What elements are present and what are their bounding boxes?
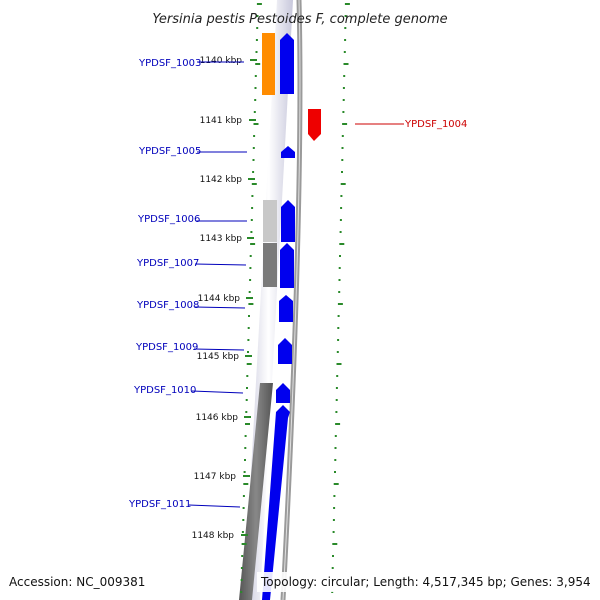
gene-arrow-ypdsf-1005	[281, 146, 295, 158]
gene-arrow-ypdsf-1007	[280, 243, 294, 288]
gene-label-ypdsf-1008[interactable]: YPDSF_1008	[136, 300, 199, 311]
leader-line	[194, 263, 247, 266]
backbone-line-highlight	[282, 0, 301, 600]
accession-text: Accession: NC_009381	[9, 575, 145, 589]
gene-arrow-ypdsf-1009	[278, 338, 292, 364]
map-title: Yersinia pestis Pestoides F, complete ge…	[152, 12, 447, 27]
gray-feature-light	[263, 200, 277, 242]
tick-tracks	[240, 3, 350, 593]
kbp-label: 1145 kbp	[197, 352, 240, 362]
kbp-label: 1140 kbp	[200, 56, 243, 66]
kbp-label: 1142 kbp	[200, 175, 243, 185]
leader-line	[188, 504, 241, 508]
gray-feature-dark	[263, 243, 277, 287]
gene-label-ypdsf-1011[interactable]: YPDSF_1011	[128, 499, 191, 510]
gene-label-ypdsf-1006[interactable]: YPDSF_1006	[137, 214, 200, 225]
accession-background	[4, 572, 154, 592]
kbp-label: 1143 kbp	[200, 234, 243, 244]
gene-arrow-ypdsf-1011	[262, 405, 290, 600]
kbp-label: 1148 kbp	[192, 531, 235, 541]
gray-feature-long	[239, 383, 273, 600]
gene-arrows	[262, 33, 321, 600]
summary-text: Topology: circular; Length: 4,517,345 bp…	[260, 575, 591, 589]
orange-feature	[262, 33, 275, 95]
gene-label-ypdsf-1009[interactable]: YPDSF_1009	[135, 342, 198, 353]
kbp-label: 1147 kbp	[194, 472, 237, 482]
gene-label-ypdsf-1007[interactable]: YPDSF_1007	[136, 258, 199, 269]
gene-label-ypdsf-1010[interactable]: YPDSF_1010	[133, 385, 196, 396]
kbp-label: 1141 kbp	[200, 116, 243, 126]
gene-arrow-ypdsf-1008	[279, 295, 293, 322]
gene-arrow-ypdsf-1004	[308, 109, 321, 141]
gene-arrow-ypdsf-1010	[276, 383, 290, 403]
leader-line	[191, 390, 244, 394]
kbp-label: 1144 kbp	[198, 294, 241, 304]
summary-background	[257, 572, 595, 592]
gene-arrow-ypdsf-1006	[281, 200, 295, 242]
scale-labels: 1140 kbp 1141 kbp 1142 kbp 1143 kbp 1144…	[192, 56, 257, 541]
leader-line	[194, 306, 246, 309]
gene-label-ypdsf-1004[interactable]: YPDSF_1004	[404, 119, 467, 130]
leader-line	[193, 348, 245, 351]
kbp-major-ticks	[241, 59, 257, 536]
kbp-label: 1146 kbp	[196, 413, 239, 423]
gray-features	[239, 200, 277, 600]
gene-arrow-ypdsf-1003	[280, 33, 294, 94]
gene-label-ypdsf-1005[interactable]: YPDSF_1005	[138, 146, 201, 157]
gene-labels: YPDSF_1003 YPDSF_1004 YPDSF_1005 YPDSF_1…	[128, 58, 467, 510]
gene-label-ypdsf-1003[interactable]: YPDSF_1003	[138, 58, 201, 69]
